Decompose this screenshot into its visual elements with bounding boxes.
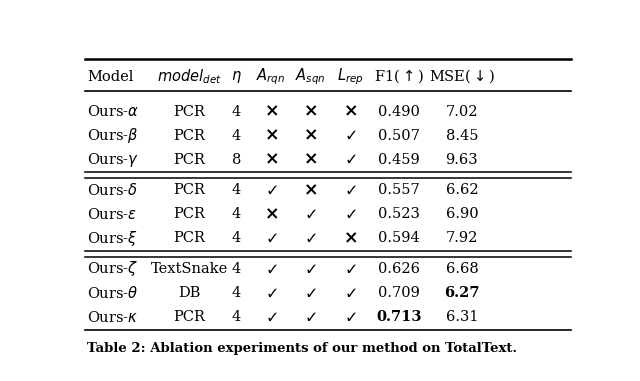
Text: $\boldsymbol{\times}$: $\boldsymbol{\times}$	[303, 181, 318, 199]
Text: $model_{det}$: $model_{det}$	[157, 67, 221, 86]
Text: $\checkmark$: $\checkmark$	[344, 285, 356, 301]
Text: $\checkmark$: $\checkmark$	[304, 207, 317, 222]
Text: 0.490: 0.490	[378, 105, 420, 119]
Text: 4: 4	[232, 286, 241, 300]
Text: Ours-$γ$: Ours-$γ$	[88, 151, 140, 169]
Text: PCR: PCR	[173, 105, 205, 119]
Text: $\checkmark$: $\checkmark$	[344, 310, 356, 325]
Text: 4: 4	[232, 183, 241, 197]
Text: 4: 4	[232, 129, 241, 143]
Text: Ours-$δ$: Ours-$δ$	[88, 182, 138, 199]
Text: $\boldsymbol{\times}$: $\boldsymbol{\times}$	[264, 127, 278, 145]
Text: $\checkmark$: $\checkmark$	[344, 261, 356, 277]
Text: $\checkmark$: $\checkmark$	[264, 231, 277, 246]
Text: $\boldsymbol{\times}$: $\boldsymbol{\times}$	[264, 103, 278, 121]
Text: DB: DB	[178, 286, 200, 300]
Text: $\boldsymbol{\times}$: $\boldsymbol{\times}$	[343, 103, 358, 121]
Text: PCR: PCR	[173, 129, 205, 143]
Text: $\checkmark$: $\checkmark$	[264, 285, 277, 301]
Text: 4: 4	[232, 310, 241, 324]
Text: $\boldsymbol{\times}$: $\boldsymbol{\times}$	[264, 151, 278, 169]
Text: 4: 4	[232, 262, 241, 276]
Text: 0.507: 0.507	[378, 129, 420, 143]
Text: 9.63: 9.63	[445, 153, 478, 167]
Text: $A_{rqn}$: $A_{rqn}$	[256, 66, 285, 87]
Text: 8.45: 8.45	[445, 129, 478, 143]
Text: TextSnake: TextSnake	[150, 262, 228, 276]
Text: 6.90: 6.90	[445, 207, 478, 221]
Text: $\checkmark$: $\checkmark$	[264, 183, 277, 198]
Text: Model: Model	[88, 69, 134, 83]
Text: 7.92: 7.92	[445, 232, 478, 245]
Text: $\checkmark$: $\checkmark$	[344, 152, 356, 167]
Text: 4: 4	[232, 105, 241, 119]
Text: $\boldsymbol{\times}$: $\boldsymbol{\times}$	[264, 205, 278, 223]
Text: 0.594: 0.594	[378, 232, 420, 245]
Text: $\checkmark$: $\checkmark$	[264, 261, 277, 277]
Text: $\checkmark$: $\checkmark$	[344, 207, 356, 222]
Text: $\boldsymbol{\times}$: $\boldsymbol{\times}$	[343, 229, 358, 248]
Text: $\eta$: $\eta$	[231, 69, 242, 85]
Text: 0.626: 0.626	[378, 262, 420, 276]
Text: 8: 8	[232, 153, 241, 167]
Text: MSE($\downarrow$): MSE($\downarrow$)	[429, 68, 495, 85]
Text: 6.68: 6.68	[445, 262, 478, 276]
Text: $A_{sqn}$: $A_{sqn}$	[296, 66, 326, 87]
Text: $\boldsymbol{\times}$: $\boldsymbol{\times}$	[303, 103, 318, 121]
Text: Table 2: Ablation experiments of our method on TotalText.: Table 2: Ablation experiments of our met…	[88, 342, 518, 355]
Text: 6.27: 6.27	[444, 286, 479, 300]
Text: 6.62: 6.62	[445, 183, 478, 197]
Text: $\boldsymbol{\times}$: $\boldsymbol{\times}$	[303, 151, 318, 169]
Text: $\checkmark$: $\checkmark$	[304, 310, 317, 325]
Text: Ours-$κ$: Ours-$κ$	[88, 310, 139, 325]
Text: 0.557: 0.557	[378, 183, 420, 197]
Text: PCR: PCR	[173, 183, 205, 197]
Text: 0.713: 0.713	[376, 310, 421, 324]
Text: PCR: PCR	[173, 207, 205, 221]
Text: F1($\uparrow$): F1($\uparrow$)	[374, 68, 424, 85]
Text: Ours-$β$: Ours-$β$	[88, 126, 139, 145]
Text: Ours-$ξ$: Ours-$ξ$	[88, 229, 138, 248]
Text: PCR: PCR	[173, 232, 205, 245]
Text: 0.709: 0.709	[378, 286, 420, 300]
Text: 7.02: 7.02	[445, 105, 478, 119]
Text: $\boldsymbol{\times}$: $\boldsymbol{\times}$	[303, 127, 318, 145]
Text: 0.523: 0.523	[378, 207, 420, 221]
Text: $\checkmark$: $\checkmark$	[344, 128, 356, 143]
Text: 4: 4	[232, 232, 241, 245]
Text: PCR: PCR	[173, 153, 205, 167]
Text: $\checkmark$: $\checkmark$	[264, 310, 277, 325]
Text: $\checkmark$: $\checkmark$	[304, 261, 317, 277]
Text: Ours-$α$: Ours-$α$	[88, 104, 140, 119]
Text: Ours-$θ$: Ours-$θ$	[88, 285, 139, 301]
Text: $L_{rep}$: $L_{rep}$	[337, 66, 364, 87]
Text: $\checkmark$: $\checkmark$	[304, 285, 317, 301]
Text: Ours-$ζ$: Ours-$ζ$	[88, 259, 139, 279]
Text: PCR: PCR	[173, 310, 205, 324]
Text: 0.459: 0.459	[378, 153, 420, 167]
Text: $\checkmark$: $\checkmark$	[344, 183, 356, 198]
Text: 6.31: 6.31	[445, 310, 478, 324]
Text: Ours-$ε$: Ours-$ε$	[88, 207, 138, 222]
Text: 4: 4	[232, 207, 241, 221]
Text: $\checkmark$: $\checkmark$	[304, 231, 317, 246]
